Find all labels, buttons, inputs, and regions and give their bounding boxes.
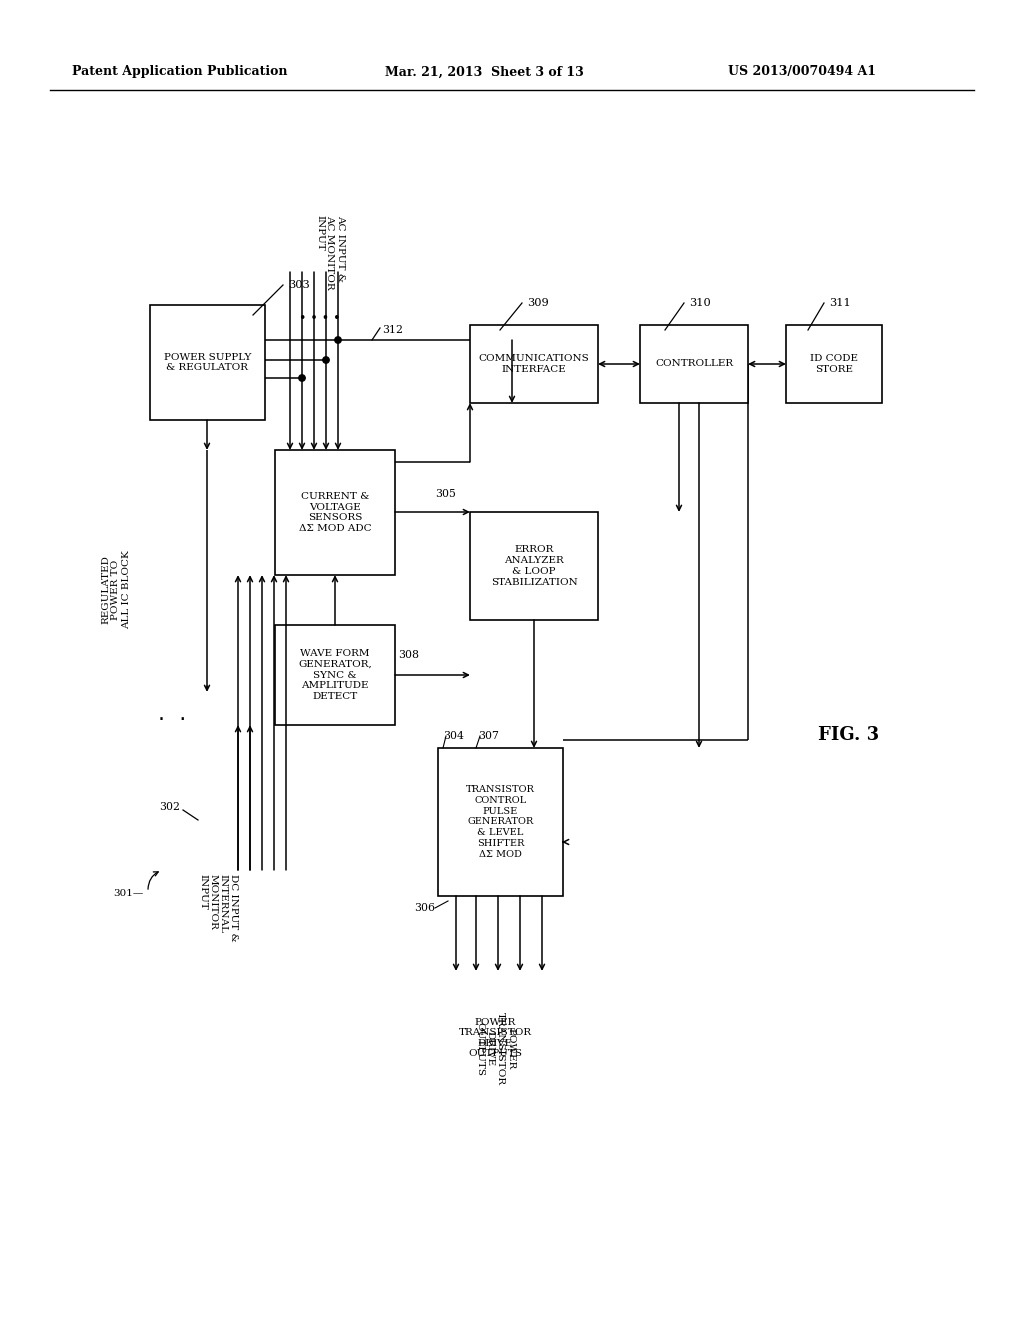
Text: 311: 311 [829,298,851,308]
Text: 302: 302 [159,803,180,812]
Bar [150,305,265,420]
Text: 310: 310 [689,298,711,308]
Text: WAVE FORM
GENERATOR,
SYNC &
AMPLITUDE
DETECT: WAVE FORM GENERATOR, SYNC & AMPLITUDE DE… [298,649,372,701]
Text: 312: 312 [382,325,403,335]
Text: 301—: 301— [114,890,144,899]
Text: TRANSISTOR
CONTROL
PULSE
GENERATOR
& LEVEL
SHIFTER
ΔΣ MOD: TRANSISTOR CONTROL PULSE GENERATOR & LEV… [466,785,535,859]
Bar [786,325,882,403]
Text: 309: 309 [527,298,549,308]
Text: 308: 308 [398,649,419,660]
Text: 306: 306 [414,903,435,913]
Bar [470,325,598,403]
Circle shape [335,337,341,343]
Text: Patent Application Publication: Patent Application Publication [72,66,288,78]
Text: CONTROLLER: CONTROLLER [655,359,733,368]
Text: 304: 304 [443,731,464,741]
Text: 303: 303 [288,280,309,290]
Bar [470,512,598,620]
Text: Mar. 21, 2013  Sheet 3 of 13: Mar. 21, 2013 Sheet 3 of 13 [385,66,584,78]
Bar [438,748,563,896]
Text: FIG. 3: FIG. 3 [818,726,880,744]
Text: POWER
TRANSISTOR
DRIVE
OUTPUTS: POWER TRANSISTOR DRIVE OUTPUTS [459,1018,531,1059]
Text: POWER
TRANSISTOR
DRIVE
OUTPUTS: POWER TRANSISTOR DRIVE OUTPUTS [475,1012,515,1085]
Text: AC INPUT &
AC MONITOR
INPUT: AC INPUT & AC MONITOR INPUT [315,215,345,289]
Text: REGULATED
POWER TO
ALL IC BLOCK: REGULATED POWER TO ALL IC BLOCK [101,550,131,630]
Text: DC INPUT &
INTERNAL
MONITOR
INPUT: DC INPUT & INTERNAL MONITOR INPUT [198,874,239,942]
Text: 307: 307 [478,731,499,741]
Text: • • • •: • • • • [299,312,341,325]
Bar [640,325,748,403]
Text: US 2013/0070494 A1: US 2013/0070494 A1 [728,66,876,78]
Circle shape [323,356,329,363]
Text: 305: 305 [435,488,456,499]
Text: CURRENT &
VOLTAGE
SENSORS
ΔΣ MOD ADC: CURRENT & VOLTAGE SENSORS ΔΣ MOD ADC [299,492,372,533]
Text: COMMUNICATIONS
INTERFACE: COMMUNICATIONS INTERFACE [478,354,590,374]
Bar [275,450,395,576]
Text: ID CODE
STORE: ID CODE STORE [810,354,858,374]
Circle shape [299,375,305,381]
Bar [275,624,395,725]
Text: ERROR
ANALYZER
& LOOP
STABILIZATION: ERROR ANALYZER & LOOP STABILIZATION [490,545,578,586]
Text: POWER SUPPLY
& REGULATOR: POWER SUPPLY & REGULATOR [164,352,251,372]
Text: ·  ·: · · [158,710,186,730]
